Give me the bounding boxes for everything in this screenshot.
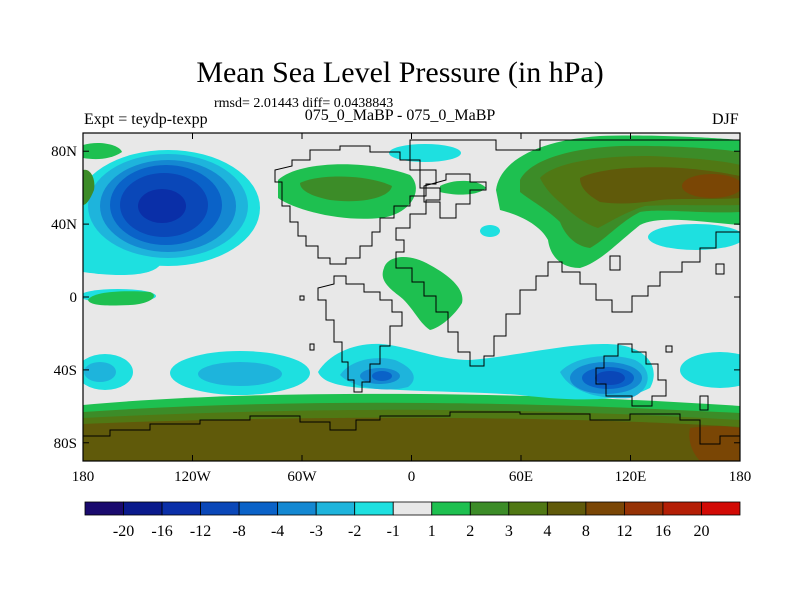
sw-pacific-low-blue (84, 362, 116, 382)
south-pacific-low-blue (198, 362, 282, 386)
rmsd-diff-stats: rmsd= 2.01443 diff= 0.0438843 (214, 96, 394, 111)
colorbar-label: 8 (582, 523, 590, 540)
outline-antarctica (83, 411, 740, 445)
green-nw-corner (83, 142, 122, 160)
colorbar-swatch (315, 501, 356, 516)
olive-n-america (300, 176, 392, 202)
y-tick-label: 0 (70, 290, 78, 306)
outline-eurasia-africa (395, 139, 740, 367)
colorbar-swatch (277, 501, 317, 516)
pacific-low-cyan-tail (83, 226, 160, 276)
colorbar-swatch (701, 501, 741, 516)
figure-title: Mean Sea Level Pressure (in hPa) (196, 56, 604, 89)
map-subtitle: 075_0_MaBP - 075_0_MaBP (304, 107, 496, 124)
colorbar-label: -16 (151, 523, 172, 540)
season-label: DJF (712, 111, 739, 128)
x-tick-label: 180 (729, 469, 752, 485)
y-tick-label: 40N (51, 217, 77, 233)
outline-island-3 (665, 345, 673, 353)
map-area (83, 133, 740, 461)
outline-greenland (423, 173, 487, 219)
colorbar-label: -4 (271, 523, 284, 540)
colorbar-label: 20 (693, 523, 709, 540)
x-tick-label: 60W (287, 469, 317, 485)
land-outlines (83, 139, 740, 445)
outline-north-america (274, 145, 437, 265)
colorbar-swatch (161, 501, 201, 516)
x-axis: 180 120W 60W 0 60E 120E 180 (72, 133, 752, 485)
cyan-patch-north-atlantic (389, 144, 461, 162)
colorbar-label: -1 (387, 523, 400, 540)
colorbar-swatch (84, 501, 124, 516)
colorbar: -20 -16 -12 -8 -4 -3 -2 -1 1 2 3 4 8 12 16 20 (84, 501, 741, 540)
colorbar-label: -8 (232, 523, 245, 540)
colorbar-swatch (392, 501, 433, 516)
x-tick-label: 180 (72, 469, 95, 485)
colorbar-swatch (200, 501, 240, 516)
outline-australia (595, 343, 667, 407)
southern-band-brown (83, 417, 740, 461)
south-atlantic-low-core (372, 371, 392, 381)
colorbar-label: 12 (616, 523, 632, 540)
colorbar-swatch (469, 501, 510, 516)
colorbar-label: 1 (428, 523, 436, 540)
colorbar-label: 16 (655, 523, 671, 540)
outline-island-1 (299, 295, 305, 301)
colorbar-label: -12 (190, 523, 211, 540)
outline-island-2 (309, 343, 315, 351)
pacific-low-core (138, 189, 186, 223)
colorbar-label: 3 (505, 523, 513, 540)
x-tick-label: 0 (408, 469, 416, 485)
colorbar-swatch (431, 501, 471, 516)
colorbar-label: -2 (348, 523, 361, 540)
x-tick-label: 60E (509, 469, 533, 485)
colorbar-swatch (585, 501, 625, 516)
colorbar-label: -20 (113, 523, 134, 540)
indian-ocean-low-core (595, 371, 625, 385)
y-axis: 80N 40N 0 40S 80S (51, 144, 740, 452)
green-greenland (440, 180, 486, 195)
y-tick-label: 80S (54, 436, 77, 452)
colorbar-swatch (662, 501, 702, 516)
y-tick-label: 80N (51, 144, 77, 160)
outline-island-5 (609, 255, 621, 271)
colorbar-swatch (624, 501, 664, 516)
rust-eurasia-core (682, 174, 740, 198)
colorbar-swatch (123, 501, 163, 516)
cyan-patch-hudson (480, 225, 500, 237)
green-s-america (88, 291, 154, 306)
se-pacific-low-cyan (680, 352, 740, 388)
x-tick-label: 120E (615, 469, 647, 485)
rust-nw-corner (83, 169, 95, 205)
colorbar-label: 4 (543, 523, 551, 540)
colorbar-swatch (238, 501, 279, 516)
y-tick-label: 40S (54, 363, 77, 379)
colorbar-label: 2 (466, 523, 474, 540)
x-tick-label: 120W (174, 469, 212, 485)
experiment-label: Expt = teydp-texpp (84, 111, 208, 128)
colorbar-swatch (546, 501, 587, 516)
colorbar-label: -3 (310, 523, 323, 540)
colorbar-swatch (354, 501, 394, 516)
cyan-patch-n-pacific-e (648, 224, 740, 250)
colorbar-swatch (508, 501, 548, 516)
outline-island-4 (699, 395, 709, 411)
outline-island-6 (715, 263, 725, 275)
outline-south-america (317, 275, 403, 393)
